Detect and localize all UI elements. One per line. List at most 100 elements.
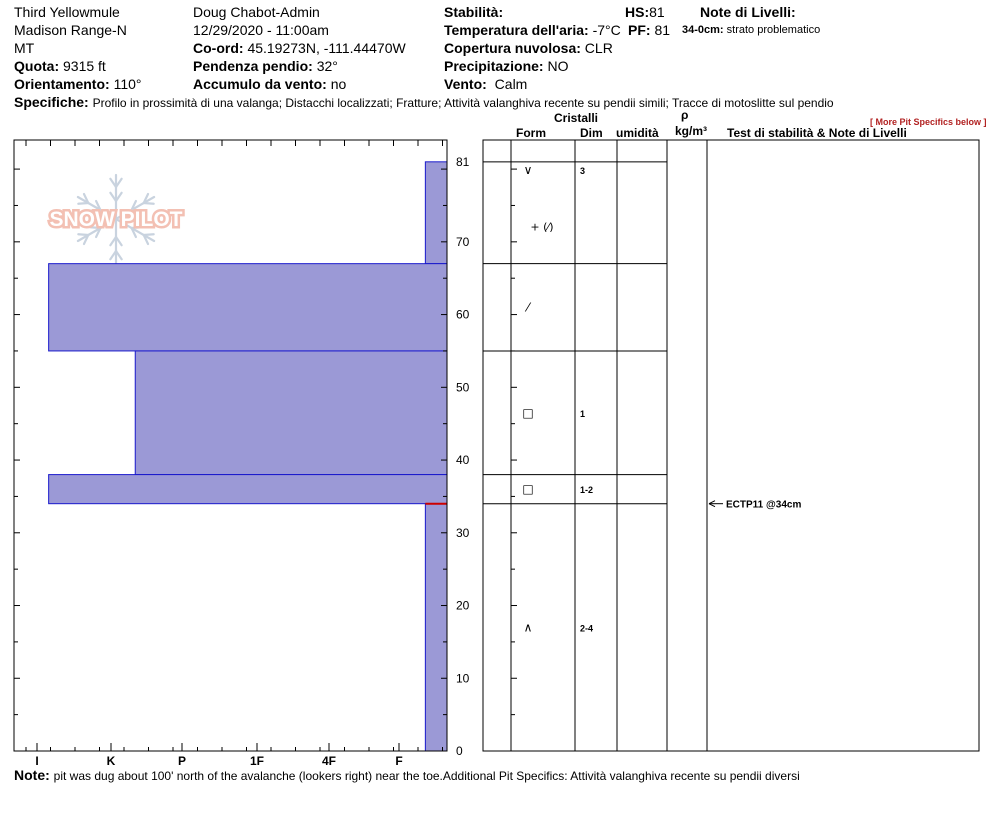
elevation-value: 9315 ft [63,58,106,74]
stability-test-label: ECTP11 @34cm [726,500,801,511]
size-header: Dim [580,126,603,140]
wind: Vento: Calm [444,76,527,92]
slope-value: 32° [316,58,338,74]
precip-value: NO [547,58,569,74]
aspect-value: 110° [113,76,142,92]
aspect: Orientamento: 110° [14,76,142,92]
layer-notes-label: Note di Livelli: [700,4,796,20]
grain-form: ∧ [524,620,533,634]
specifics-value: Profilo in prossimità di una valanga; Di… [92,96,834,110]
elevation-label: Quota: [14,58,60,74]
hardness-bar [424,503,448,752]
snowpilot-logo: SNOW PILOT [47,173,185,265]
grain-size: 1 [580,409,585,419]
hs-label: HS: [625,4,650,20]
layer-note: 34-0cm: strato problematico [682,24,820,37]
pf-value: 81 [654,22,671,38]
snowflake-branch [114,191,123,203]
note-text: pit was dug about 100' north of the aval… [53,769,800,783]
footer-note: Note: pit was dug about 100' north of th… [14,767,800,783]
snowflake-branch [130,226,143,230]
y-tick-label: 70 [456,235,470,249]
logo-text: SNOW PILOT [50,208,183,231]
hardness-label: P [178,754,186,768]
moisture-header: umidità [616,126,659,140]
grain-form: □ [522,482,533,496]
snowflake-branch [77,233,90,237]
snowflake-branch [89,208,102,212]
air-temp-value: -7°C [592,22,621,38]
rho-header: ρ [681,108,689,122]
snowflake-branch [109,177,118,189]
y-tick-label: 10 [456,671,470,685]
snowflake-branch [82,192,90,205]
snow-height: HS:81 [625,4,665,20]
snowflake-branch [130,226,138,239]
y-tick-label: 30 [456,526,470,540]
hardness-label: 1F [250,754,264,768]
snowflake-branch [94,199,102,212]
snowflake-branch [77,201,90,205]
pf-label: PF: [628,22,651,38]
more-specifics-text: [ More Pit Specifics below ] [870,117,987,127]
grain-size: 2-4 [580,623,593,633]
location-name: Third Yellowmule [14,4,120,20]
sky-cover: Copertura nuvolosa: CLR [444,40,613,56]
snowflake-branch [109,191,118,203]
aspect-label: Orientamento: [14,76,110,92]
snowflake-branch [142,233,155,237]
profile-table-frame [482,139,980,752]
grain-form: ∨ [524,163,533,177]
penetration: PF: 81 [628,22,670,38]
layer-note-text: strato problematico [726,24,821,36]
precipitation: Precipitazione: NO [444,58,568,74]
wind-value: Calm [494,76,528,92]
slope-angle: Pendenza pendio: 32° [193,58,338,74]
y-tick-label: 0 [456,744,463,758]
more-specifics-link[interactable]: [ More Pit Specifics below ] [870,112,987,130]
y-tick-label: 20 [456,599,470,613]
specifics-label: Specifiche: [14,94,89,110]
snowflake-branch [142,192,150,205]
coord-value: 45.19273N, -111.44470W [247,40,406,56]
hardness-bar [48,263,448,352]
state-name: MT [14,40,35,56]
sky-value: CLR [584,40,613,56]
snowflake-branch [142,233,150,246]
snowflake-branch [109,235,118,247]
grain-form: ⁄ [524,301,532,315]
precip-label: Precipitazione: [444,58,544,74]
y-tick-label: 60 [456,308,470,322]
datetime: 12/29/2020 - 11:00am [193,22,329,38]
y-tick-label: 40 [456,453,470,467]
hardness-bar [424,161,448,265]
snowflake-branch [130,199,138,212]
grain-size: 3 [580,166,585,176]
elevation: Quota: 9315 ft [14,58,106,74]
hardness-label: 4F [322,754,336,768]
snowflake-branch [114,249,123,261]
snowflake-arm [114,217,156,243]
grain-size: 1-2 [580,485,593,495]
wind-label: Vento: [444,76,487,92]
wind-loading: Accumulo da vento: no [193,76,346,92]
slope-label: Pendenza pendio: [193,58,313,74]
y-tick-label: 50 [456,380,470,394]
range-name: Madison Range-N [14,22,127,38]
air-temperature: Temperatura dell'aria: -7°C [444,22,621,38]
snowflake-branch [114,177,123,189]
snowflake-arm [114,195,156,221]
layer-note-depth: 34-0cm: [682,24,724,36]
hardness-plot-frame [13,139,448,752]
coordinates: Co-ord: 45.19273N, -111.44470W [193,40,406,56]
sky-label: Copertura nuvolosa: [444,40,581,56]
hardness-label: I [35,754,38,768]
snowflake-branch [142,201,155,205]
snowflake-branch [94,226,102,239]
snowflake-arm [76,195,118,221]
hs-value: 81 [649,4,665,20]
snowflake-branch [89,226,102,230]
stability-label: Stabilità: [444,4,504,20]
note-label: Note: [14,767,50,783]
crystals-header: Cristalli [554,111,599,125]
